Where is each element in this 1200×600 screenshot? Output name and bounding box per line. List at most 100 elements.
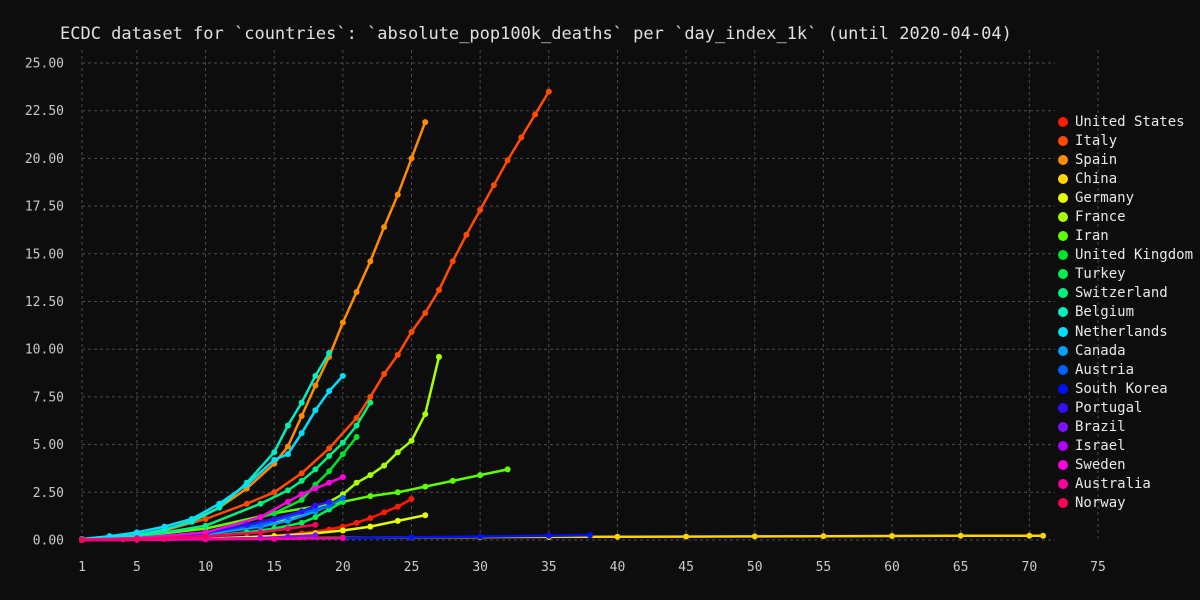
- data-point: [298, 519, 305, 526]
- y-tick-label: 12.50: [25, 295, 64, 310]
- data-point: [422, 119, 429, 126]
- data-point: [312, 372, 319, 379]
- legend-swatch-icon: [1058, 192, 1068, 203]
- legend-item: Belgium: [1058, 303, 1200, 322]
- series-norway: [79, 521, 319, 543]
- data-point: [353, 422, 360, 429]
- data-point: [394, 449, 401, 456]
- legend-swatch-icon: [1058, 364, 1068, 375]
- legend-swatch-icon: [1058, 383, 1068, 394]
- x-tick-label: 65: [953, 560, 969, 575]
- x-tick-label: 1: [78, 560, 86, 575]
- data-point: [339, 439, 346, 446]
- y-tick-label: 7.50: [33, 390, 64, 405]
- x-tick-label: 40: [610, 560, 626, 575]
- data-point: [477, 472, 484, 479]
- data-point: [1026, 532, 1033, 539]
- data-point: [408, 329, 415, 336]
- x-tick-label: 75: [1090, 560, 1106, 575]
- data-point: [518, 134, 525, 141]
- y-tick-label: 22.50: [25, 104, 64, 119]
- y-tick-label: 15.00: [25, 247, 64, 262]
- data-point: [587, 532, 593, 539]
- data-point: [312, 532, 319, 539]
- data-point: [353, 288, 360, 295]
- data-point: [271, 489, 278, 496]
- data-point: [298, 470, 305, 477]
- data-point: [216, 500, 223, 507]
- data-point: [326, 350, 333, 357]
- data-point: [381, 509, 388, 516]
- legend-label: Turkey: [1075, 266, 1126, 283]
- data-point: [312, 466, 319, 473]
- legend-label: Iran: [1075, 228, 1109, 245]
- data-point: [463, 231, 470, 238]
- data-point: [339, 319, 346, 326]
- data-point: [490, 182, 497, 189]
- data-point: [889, 532, 896, 539]
- data-point: [1040, 532, 1047, 539]
- data-point: [133, 529, 140, 536]
- data-point: [312, 407, 319, 414]
- legend-swatch-icon: [1058, 460, 1068, 471]
- data-point: [532, 111, 539, 118]
- data-point: [394, 503, 401, 510]
- series-line: [80, 523, 317, 542]
- legend-item: Brazil: [1058, 418, 1200, 437]
- legend-swatch-icon: [1058, 441, 1068, 452]
- x-tick-label: 30: [472, 560, 488, 575]
- legend-swatch-icon: [1058, 250, 1068, 261]
- data-point: [312, 521, 319, 528]
- legend-item: Austria: [1058, 360, 1200, 379]
- legend-item: France: [1058, 207, 1200, 226]
- data-point: [202, 516, 209, 523]
- data-point: [298, 430, 305, 437]
- y-tick-label: 25.00: [25, 57, 64, 72]
- data-point: [614, 533, 621, 540]
- data-point: [79, 537, 85, 543]
- data-point: [381, 462, 388, 469]
- data-point: [326, 498, 333, 505]
- data-point: [312, 485, 319, 492]
- x-tick-label: 20: [335, 560, 351, 575]
- legend-item: United Kingdom: [1058, 246, 1200, 265]
- legend-swatch-icon: [1058, 173, 1068, 184]
- legend-swatch-icon: [1058, 212, 1068, 223]
- data-point: [422, 309, 429, 316]
- data-point: [298, 477, 305, 484]
- legend-item: Germany: [1058, 188, 1200, 207]
- x-tick-label: 60: [884, 560, 900, 575]
- data-point: [257, 529, 264, 536]
- data-point: [326, 445, 333, 452]
- legend-item: Canada: [1058, 341, 1200, 360]
- legend-swatch-icon: [1058, 307, 1068, 318]
- data-point: [449, 258, 456, 265]
- data-point: [545, 532, 552, 539]
- data-point: [284, 498, 291, 505]
- legend-item: Norway: [1058, 494, 1200, 513]
- legend-swatch-icon: [1058, 135, 1068, 146]
- x-axis-ticks: 1 5 10 15 20 25 30 35 40 45 50 55 60 65 70 75: [78, 560, 1106, 575]
- data-point: [394, 517, 401, 524]
- data-point: [422, 483, 429, 490]
- data-point: [435, 353, 442, 360]
- data-point: [284, 443, 291, 450]
- legend-label: Sweden: [1075, 457, 1126, 474]
- data-point: [133, 536, 140, 543]
- data-point: [326, 468, 333, 475]
- grid-lines: [81, 50, 1099, 541]
- x-tick-label: 5: [133, 560, 141, 575]
- legend-item: Israel: [1058, 437, 1200, 456]
- data-point: [312, 514, 319, 521]
- data-point: [367, 493, 374, 500]
- series-layer: [79, 88, 1047, 543]
- y-tick-label: 0.00: [33, 534, 64, 549]
- data-point: [422, 411, 429, 418]
- legend-label: France: [1075, 209, 1126, 226]
- data-point: [326, 479, 333, 486]
- data-point: [367, 399, 374, 406]
- data-point: [339, 527, 346, 534]
- data-point: [298, 496, 305, 503]
- data-point: [435, 287, 442, 294]
- legend-label: Spain: [1075, 151, 1118, 168]
